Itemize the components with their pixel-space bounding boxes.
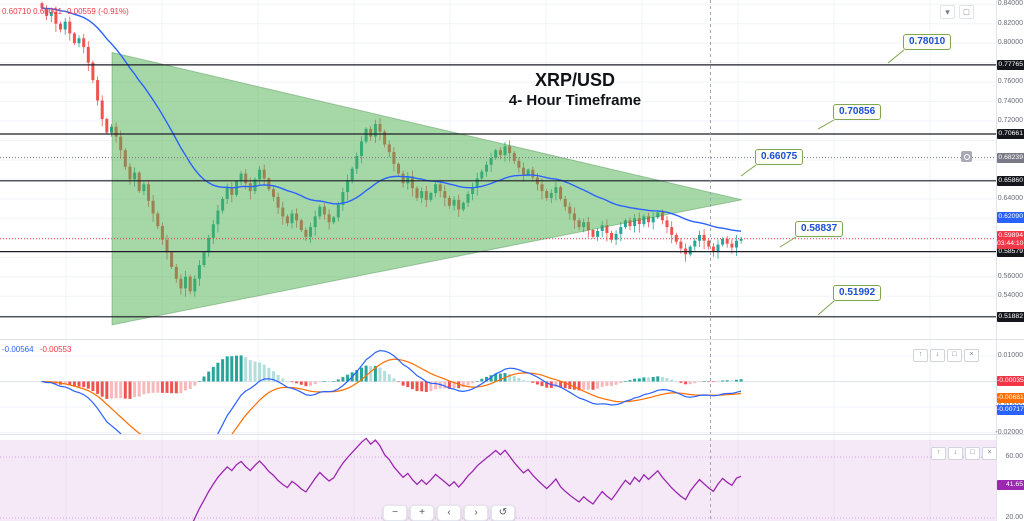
chart-title-timeframe: 4- Hour Timeframe: [508, 92, 642, 109]
level-price-label: 0.65860: [997, 175, 1024, 186]
pane-separator[interactable]: [0, 339, 1024, 340]
macd-legend-value-2: -0.00553: [39, 345, 72, 354]
ema-value-label: 0.62090: [997, 212, 1024, 223]
fullscreen-icon[interactable]: □: [959, 5, 974, 19]
rsi-pane-controls: ↑ ↓ □ ×: [931, 447, 997, 460]
rsi-axis-tick: 60.00: [1005, 453, 1023, 460]
rsi-axis-tick: 20.00: [1005, 514, 1023, 521]
price-target-callout[interactable]: 0.78010: [903, 34, 952, 50]
price-level-visibility-icon[interactable]: [961, 151, 972, 162]
move-pane-down-button[interactable]: ↓: [948, 447, 963, 460]
scroll-right-button[interactable]: ›: [464, 505, 488, 521]
macd-legend: -0.00564 -0.00553: [2, 345, 71, 354]
axis-price-tick: 0.74000: [997, 97, 1023, 105]
reset-chart-button[interactable]: ↺: [491, 505, 515, 521]
move-pane-up-button[interactable]: ↑: [931, 447, 946, 460]
chart-title-symbol: XRP/USD: [534, 70, 615, 90]
macd-value-label: -0.00717: [997, 405, 1024, 416]
axis-price-tick: 0.54000: [997, 292, 1023, 300]
macd-value-label: -0.00035: [997, 376, 1024, 387]
level-price-label: 0.58579: [997, 246, 1024, 257]
move-pane-down-button[interactable]: ↓: [930, 349, 945, 362]
level-price-label: 0.77765: [997, 59, 1024, 71]
level-price-label: 0.70661: [997, 129, 1024, 140]
macd-pane-controls: ↑ ↓ □ ×: [913, 349, 979, 362]
macd-legend-value-1: -0.00564: [2, 345, 34, 354]
last-price-label: 0.59894 03:44:10: [997, 230, 1024, 250]
gray-price-label: 0.68239: [997, 152, 1024, 163]
macd-axis-tick: 0.01000: [997, 352, 1023, 359]
axis-price-tick: 0.64000: [997, 194, 1023, 202]
axis-price-tick: 0.82000: [997, 19, 1023, 27]
level-price-label: 0.51882: [997, 311, 1024, 322]
axis-price-tick: 0.76000: [997, 78, 1023, 86]
axis-price-tick: 0.84000: [997, 0, 1023, 8]
axis-price-tick: 0.80000: [997, 39, 1023, 47]
axis-price-tick: 0.72000: [997, 116, 1023, 124]
maximize-pane-button[interactable]: □: [965, 447, 980, 460]
macd-value-label: -0.00681: [997, 393, 1024, 404]
chart-bottom-toolbar: − + ‹ › ↺: [383, 505, 515, 521]
close-pane-button[interactable]: ×: [964, 349, 979, 362]
eye-ring: [963, 153, 970, 160]
price-target-callout[interactable]: 0.70856: [833, 104, 882, 120]
rsi-value-label: 41.65: [997, 479, 1024, 491]
price-target-callout[interactable]: 0.51992: [833, 285, 882, 301]
zoom-out-button[interactable]: −: [383, 505, 407, 521]
maximize-pane-button[interactable]: □: [947, 349, 962, 362]
scroll-left-button[interactable]: ‹: [437, 505, 461, 521]
axis-price-tick: 0.56000: [997, 272, 1023, 280]
close-pane-button[interactable]: ×: [982, 447, 997, 460]
price-target-callout[interactable]: 0.58837: [795, 221, 844, 237]
collapse-panel-icon[interactable]: ▾: [940, 5, 955, 19]
price-axis[interactable]: 0.84000 0.82000 0.80000 0.76000 0.74000 0.720…: [995, 0, 1024, 521]
move-pane-up-button[interactable]: ↑: [913, 349, 928, 362]
chart-top-right-controls: ▾ □: [940, 5, 974, 19]
countdown-timer: 03:44:10: [997, 239, 1024, 247]
zoom-in-button[interactable]: +: [410, 505, 434, 521]
chart-title: XRP/USD 4- Hour Timeframe: [425, 70, 725, 109]
macd-axis-tick: -0.02000: [995, 428, 1023, 436]
price-target-callout[interactable]: 0.66075: [755, 149, 804, 165]
symbol-ohlc-legend: 0.60710 0.60001 -0.00559 (-0.91%): [2, 7, 129, 16]
pane-separator[interactable]: [0, 434, 1024, 435]
